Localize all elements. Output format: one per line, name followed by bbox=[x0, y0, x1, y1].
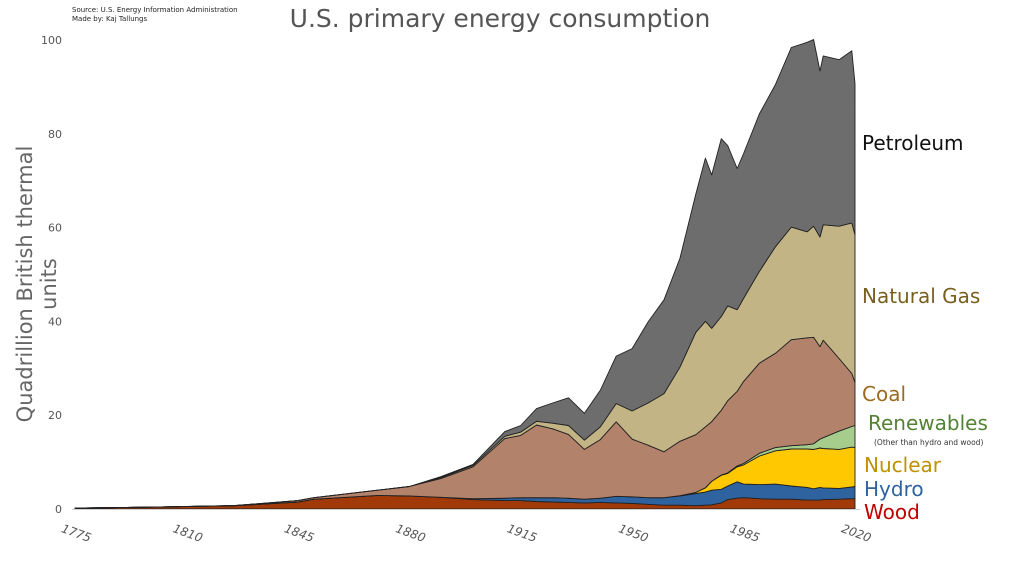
y-tick-label: 40 bbox=[48, 315, 62, 328]
label-wood: Wood bbox=[864, 500, 920, 524]
y-tick-labels: 0 20 40 60 80 100 bbox=[41, 34, 62, 516]
x-tick-label: 1985 bbox=[728, 521, 761, 545]
area-layers bbox=[74, 39, 856, 510]
source-note: Source: U.S. Energy Information Administ… bbox=[72, 6, 238, 14]
label-nuclear: Nuclear bbox=[864, 453, 941, 477]
x-tick-label: 1915 bbox=[505, 521, 538, 545]
chart-title: U.S. primary energy consumption bbox=[289, 4, 711, 33]
label-natural-gas: Natural Gas bbox=[862, 284, 981, 308]
area-petroleum bbox=[74, 39, 856, 509]
y-tick-label: 20 bbox=[48, 409, 62, 422]
x-tick-label: 1775 bbox=[60, 521, 93, 545]
label-coal: Coal bbox=[862, 382, 907, 406]
y-tick-label: 0 bbox=[55, 503, 62, 516]
y-tick-label: 60 bbox=[48, 222, 62, 235]
x-tick-label: 1950 bbox=[617, 521, 651, 545]
label-renewables: Renewables bbox=[868, 411, 988, 435]
y-tick-label: 100 bbox=[41, 34, 62, 47]
x-tick-label: 1810 bbox=[171, 521, 205, 545]
y-tick-label: 80 bbox=[48, 128, 62, 141]
label-petroleum: Petroleum bbox=[862, 131, 964, 155]
y-axis-label: Quadrillion British thermal units bbox=[13, 145, 61, 423]
author-note: Made by: Kaj Tallungs bbox=[72, 15, 148, 23]
x-tick-labels: 1775 1810 1845 1880 1915 1950 1985 2020 bbox=[60, 521, 874, 545]
renewables-note: (Other than hydro and wood) bbox=[874, 438, 984, 447]
x-tick-label: 1880 bbox=[394, 521, 428, 545]
x-tick-label: 2020 bbox=[840, 521, 874, 545]
label-hydro: Hydro bbox=[864, 477, 924, 501]
x-tick-label: 1845 bbox=[282, 521, 315, 545]
